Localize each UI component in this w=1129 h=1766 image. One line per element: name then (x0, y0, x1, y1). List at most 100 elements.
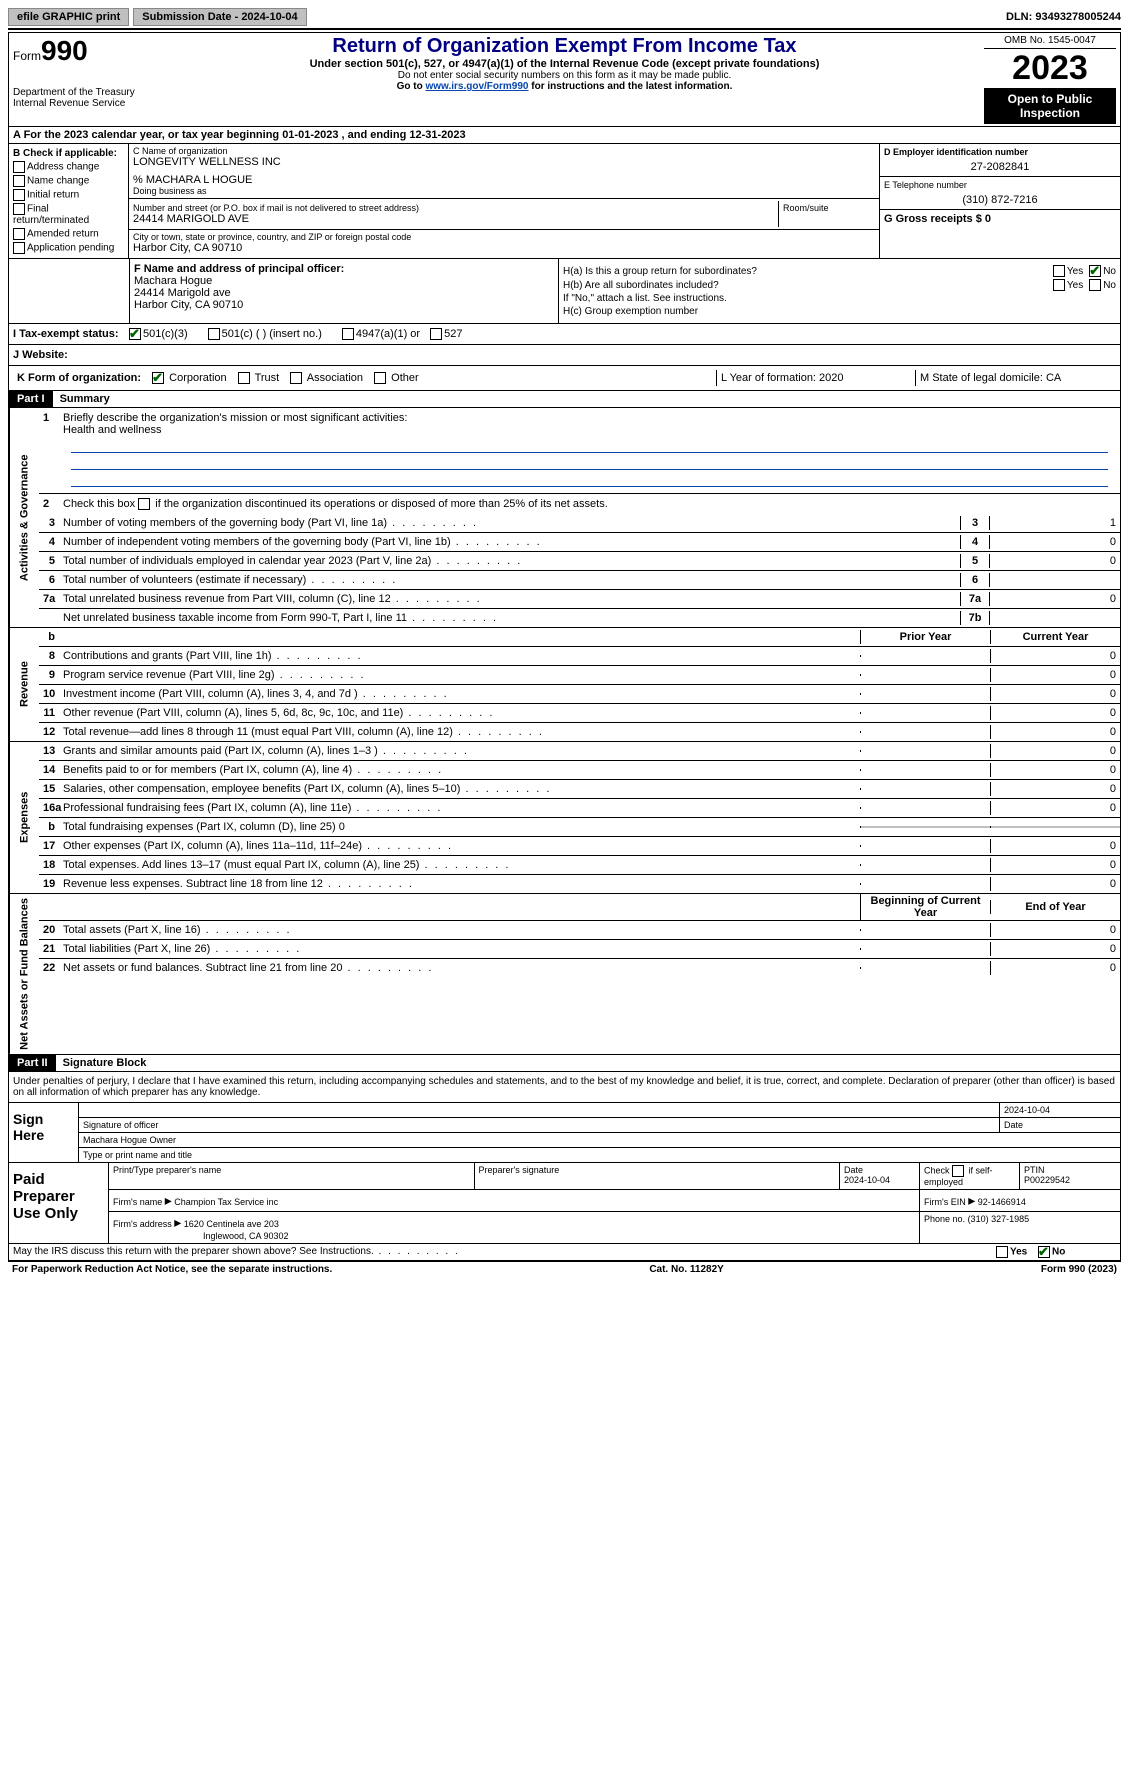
summary-line: 4Number of independent voting members of… (39, 533, 1120, 552)
ptin-value: P00229542 (1024, 1175, 1070, 1185)
cb-self-emp[interactable] (952, 1165, 964, 1177)
firm-name-label: Firm's name (113, 1197, 162, 1207)
box-j: J Website: (8, 345, 1121, 366)
sig-date-label: Date (1000, 1118, 1120, 1132)
sign-here-block: Sign Here 2024-10-04 Signature of office… (8, 1103, 1121, 1163)
tax-status-label: I Tax-exempt status: (13, 328, 129, 340)
dln-text: DLN: 93493278005244 (1006, 11, 1121, 23)
hb-yes-cb[interactable] (1053, 279, 1065, 291)
room-label: Room/suite (779, 201, 879, 227)
year-box: OMB No. 1545-0047 2023 Open to Public In… (980, 33, 1120, 126)
summary-line: 14Benefits paid to or for members (Part … (39, 761, 1120, 780)
summary-line: 9Program service revenue (Part VIII, lin… (39, 666, 1120, 685)
part-i-label: Part I (9, 391, 53, 407)
officer-addr2: Harbor City, CA 90710 (134, 299, 554, 311)
footer-right: Form 990 (2023) (1041, 1264, 1117, 1275)
tax-year: 2023 (984, 49, 1116, 88)
street-address: 24414 MARIGOLD AVE (133, 213, 774, 225)
phone-value: (310) 872-7216 (884, 194, 1116, 206)
phone-label: E Telephone number (884, 180, 1116, 190)
hb-no-cb[interactable] (1089, 279, 1101, 291)
box-h: H(a) Is this a group return for subordin… (559, 259, 1120, 323)
form-header: Form990 Department of the Treasury Inter… (8, 32, 1121, 127)
rev-header-row: b Prior YearCurrent Year (39, 628, 1120, 647)
discuss-yes-cb[interactable] (996, 1246, 1008, 1258)
exp-vlabel: Expenses (9, 742, 39, 893)
footer-left: For Paperwork Reduction Act Notice, see … (12, 1264, 332, 1275)
officer-addr1: 24414 Marigold ave (134, 287, 554, 299)
cb-527[interactable] (430, 328, 442, 340)
year-formation: L Year of formation: 2020 (716, 370, 916, 386)
form-org-label: K Form of organization: (17, 372, 141, 384)
submission-button[interactable]: Submission Date - 2024-10-04 (133, 8, 306, 26)
summary-line: 18Total expenses. Add lines 13–17 (must … (39, 856, 1120, 875)
footer-mid: Cat. No. 11282Y (649, 1264, 723, 1275)
cb-501c[interactable] (208, 328, 220, 340)
box-i: I Tax-exempt status: 501(c)(3) 501(c) ( … (8, 324, 1121, 345)
summary-line: bTotal fundraising expenses (Part IX, co… (39, 818, 1120, 837)
summary-line: 21Total liabilities (Part X, line 26)0 (39, 940, 1120, 959)
prep-h2: Preparer's signature (475, 1163, 841, 1189)
summary-line: 16aProfessional fundraising fees (Part I… (39, 799, 1120, 818)
irs-link[interactable]: www.irs.gov/Form990 (425, 81, 528, 92)
ein-label: D Employer identification number (884, 147, 1116, 157)
ha-yes-cb[interactable] (1053, 265, 1065, 277)
prep-date: 2024-10-04 (844, 1175, 890, 1185)
summary-line: 3Number of voting members of the governi… (39, 514, 1120, 533)
prep-h1: Print/Type preparer's name (109, 1163, 475, 1189)
gov-vlabel: Activities & Governance (9, 408, 39, 627)
cb-discontinued[interactable] (138, 498, 150, 510)
cb-app-pending[interactable]: Application pending (13, 242, 124, 254)
box-f: F Name and address of principal officer:… (129, 259, 559, 323)
cb-501c3[interactable] (129, 328, 141, 340)
rev-section: Revenue b Prior YearCurrent Year 8Contri… (8, 628, 1121, 742)
row-a: A For the 2023 calendar year, or tax yea… (8, 127, 1121, 144)
summary-line: 7aTotal unrelated business revenue from … (39, 590, 1120, 609)
omb-number: OMB No. 1545-0047 (984, 35, 1116, 49)
inspection-badge: Open to Public Inspection (984, 88, 1116, 124)
cb-assoc[interactable] (290, 372, 302, 384)
hc-label: H(c) Group exemption number (563, 306, 698, 317)
website-label: J Website: (13, 349, 68, 361)
discuss-no-cb[interactable] (1038, 1246, 1050, 1258)
cb-corp[interactable] (152, 372, 164, 384)
firm-addr1: 1620 Centinela ave 203 (184, 1219, 279, 1229)
note2: Go to www.irs.gov/Form990 for instructio… (153, 81, 976, 92)
title-cell: Return of Organization Exempt From Incom… (149, 33, 980, 126)
box-klm: K Form of organization: Corporation Trus… (8, 366, 1121, 391)
subtitle: Under section 501(c), 527, or 4947(a)(1)… (153, 58, 976, 70)
summary-line: 22Net assets or fund balances. Subtract … (39, 959, 1120, 977)
cb-4947[interactable] (342, 328, 354, 340)
paid-preparer-label: Paid Preparer Use Only (9, 1163, 109, 1243)
sig-declaration: Under penalties of perjury, I declare th… (8, 1072, 1121, 1103)
sig-officer-label: Signature of officer (79, 1118, 1000, 1132)
summary-line: 10Investment income (Part VIII, column (… (39, 685, 1120, 704)
sig-name-label: Type or print name and title (79, 1148, 1120, 1162)
note1: Do not enter social security numbers on … (153, 70, 976, 81)
efile-button[interactable]: efile GRAPHIC print (8, 8, 129, 26)
summary-line: Net unrelated business taxable income fr… (39, 609, 1120, 627)
cb-name-change[interactable]: Name change (13, 175, 124, 187)
officer-label: F Name and address of principal officer: (134, 263, 554, 275)
summary-line: 8Contributions and grants (Part VIII, li… (39, 647, 1120, 666)
part-ii-header: Part II Signature Block (8, 1055, 1121, 1072)
discuss-row: May the IRS discuss this return with the… (8, 1244, 1121, 1261)
summary-line: 20Total assets (Part X, line 16)0 (39, 921, 1120, 940)
ein-value: 27-2082841 (884, 161, 1116, 173)
box-b-label: B Check if applicable: (13, 148, 124, 159)
sig-date1: 2024-10-04 (1000, 1103, 1120, 1117)
cb-final-return[interactable]: Final return/terminated (13, 203, 124, 226)
cb-trust[interactable] (238, 372, 250, 384)
sign-here-label: Sign Here (9, 1103, 79, 1162)
cb-amended[interactable]: Amended return (13, 228, 124, 240)
summary-line: 13Grants and similar amounts paid (Part … (39, 742, 1120, 761)
firm-addr-label: Firm's address (113, 1219, 172, 1229)
firm-name: Champion Tax Service inc (174, 1197, 278, 1207)
cb-initial-return[interactable]: Initial return (13, 189, 124, 201)
ha-no-cb[interactable] (1089, 265, 1101, 277)
cb-other[interactable] (374, 372, 386, 384)
note2-post: for instructions and the latest informat… (528, 81, 732, 92)
cb-address-change[interactable]: Address change (13, 161, 124, 173)
ptin-label: PTIN (1024, 1165, 1045, 1175)
form-label: Form (13, 49, 41, 63)
